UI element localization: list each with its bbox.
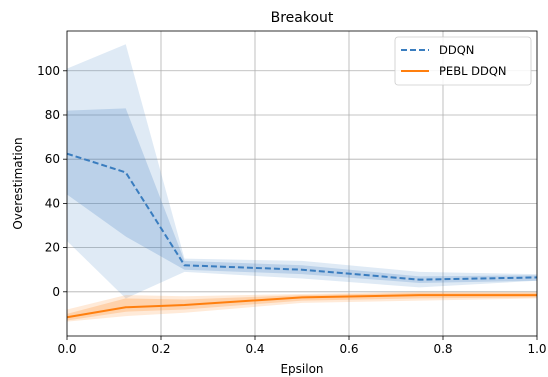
series-line-pebl-ddqn — [66, 294, 537, 319]
x-tick-label: 0.2 — [151, 342, 170, 356]
axis-ticks: 0.0 0.2 0.4 0.6 0.8 1.0 0 20 40 60 80 100 — [37, 64, 546, 356]
y-tick-label: 40 — [45, 196, 60, 210]
band-inner-pebl-ddqn — [67, 292, 537, 321]
x-tick-label: 1.0 — [527, 342, 546, 356]
x-tick-label: 0.4 — [245, 342, 264, 356]
legend-label-pebl-ddqn: PEBL DDQN — [439, 64, 507, 78]
grid — [66, 31, 538, 336]
series-lines — [66, 152, 538, 319]
series-line-ddqn — [66, 152, 538, 281]
chart-title: Breakout — [271, 10, 334, 26]
confidence-bands — [67, 44, 537, 322]
y-tick-label: 60 — [45, 152, 60, 166]
band-outer-pebl-ddqn — [67, 291, 537, 322]
x-axis-label: Epsilon — [280, 362, 323, 376]
band-inner-ddqn — [67, 108, 537, 283]
y-tick-label: 80 — [45, 108, 60, 122]
plot-frame — [66, 30, 538, 337]
legend: DDQN PEBL DDQN — [394, 36, 532, 86]
band-outer-ddqn — [67, 44, 537, 299]
y-tick-label: 100 — [37, 64, 60, 78]
y-axis-label: Overestimation — [11, 137, 25, 229]
x-tick-label: 0.8 — [433, 342, 452, 356]
legend-label-ddqn: DDQN — [439, 43, 474, 57]
y-tick-label: 0 — [52, 285, 60, 299]
y-tick-label: 20 — [45, 241, 60, 255]
x-tick-label: 0.0 — [57, 342, 76, 356]
x-tick-label: 0.6 — [339, 342, 358, 356]
